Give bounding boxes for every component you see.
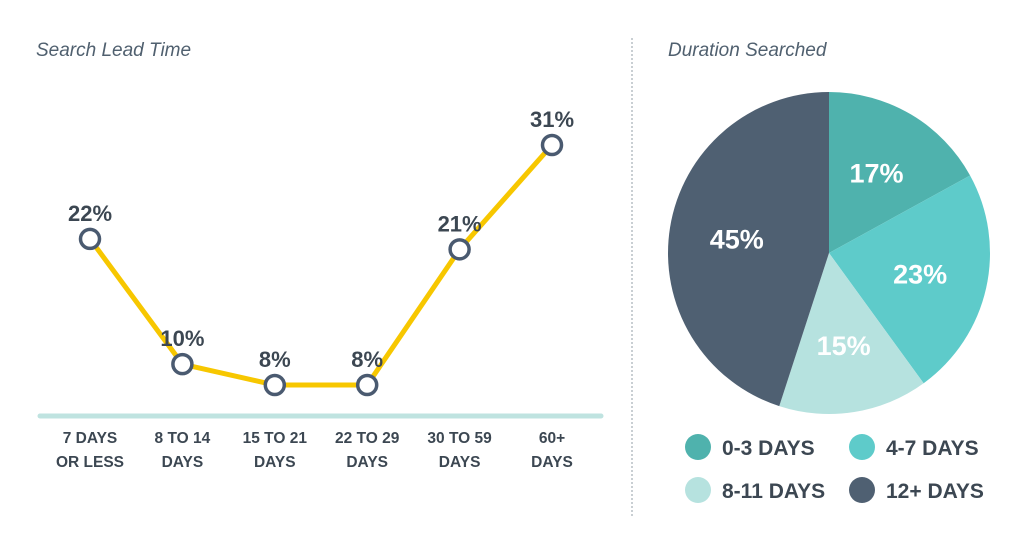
data-point	[540, 133, 564, 157]
pie-slice-label: 23%	[893, 259, 947, 289]
data-point	[171, 352, 194, 376]
data-label: 31%	[530, 107, 574, 132]
legend-label: 0-3 DAYS	[722, 437, 815, 460]
pie-slice	[829, 91, 971, 253]
legend-label: 8-11 DAYS	[722, 480, 825, 503]
pie-slice	[779, 253, 924, 414]
chart-divider	[631, 38, 633, 516]
pie-slice	[829, 175, 990, 384]
x-tick-label: 22 TO 29 DAYS	[335, 430, 400, 471]
x-tick-label: 8 TO 14 DAYS	[155, 430, 211, 471]
line-series	[87, 143, 554, 388]
data-label: 22%	[68, 201, 112, 226]
x-tick-label: 60+ DAYS	[531, 430, 573, 471]
legend-swatch	[849, 477, 875, 503]
data-label: 10%	[160, 326, 204, 351]
data-point	[263, 373, 287, 397]
x-tick-label: 15 TO 21 DAYS	[243, 430, 308, 471]
legend-label: 12+ DAYS	[886, 480, 984, 503]
legend-swatch	[849, 434, 875, 460]
x-tick-label: 7 DAYS OR LESS	[56, 430, 124, 471]
data-label: 21%	[438, 211, 482, 236]
data-point	[448, 238, 471, 261]
data-label: 8%	[351, 347, 383, 372]
line-chart-title: Search Lead Time	[36, 40, 192, 61]
legend-swatch	[685, 434, 711, 460]
legend-swatch	[685, 477, 711, 503]
data-point	[355, 373, 379, 397]
data-point	[78, 227, 102, 251]
legend-label: 4-7 DAYS	[886, 437, 979, 460]
x-tick-label: 30 TO 59 DAYS	[427, 430, 492, 471]
data-label: 8%	[259, 347, 291, 372]
pie-slice-label: 45%	[710, 224, 764, 254]
pie-slice-label: 17%	[850, 159, 904, 189]
pie-chart-title: Duration Searched	[668, 40, 827, 61]
pie-slice-label: 15%	[817, 331, 871, 361]
pie-slice	[668, 92, 829, 407]
